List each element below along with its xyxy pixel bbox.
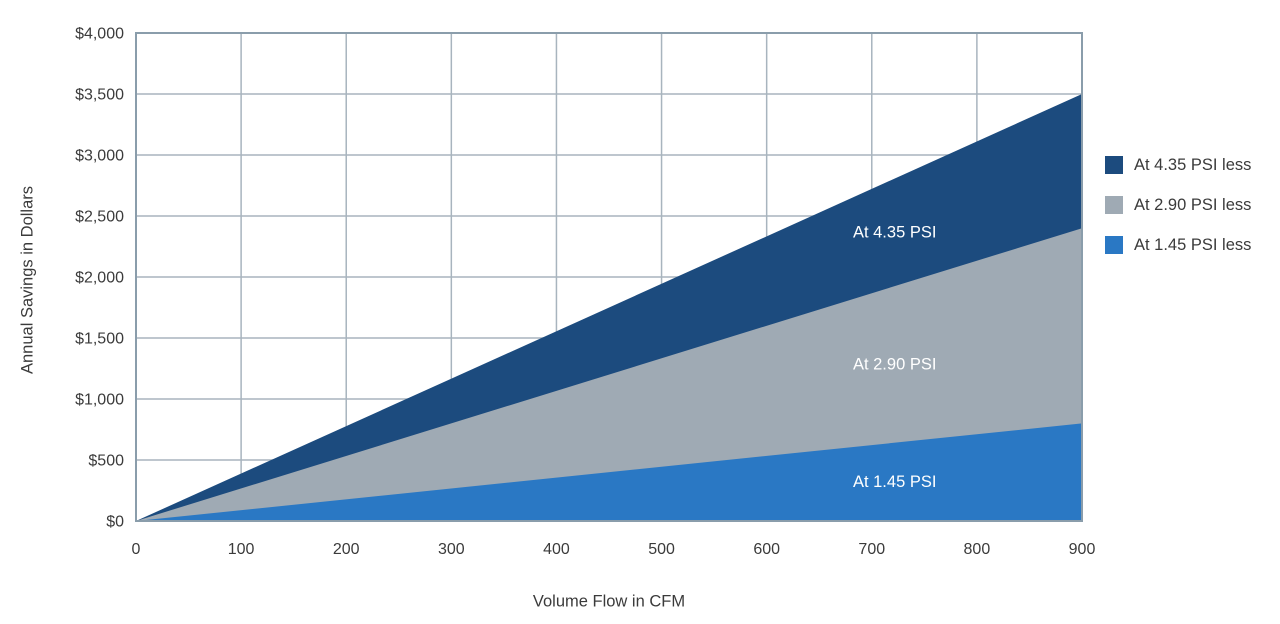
legend-swatch-icon (1105, 156, 1123, 174)
y-tick-label: $4,000 (75, 26, 124, 43)
x-tick-label: 600 (753, 541, 780, 558)
x-tick-label: 700 (858, 541, 885, 558)
y-axis-title: Annual Savings in Dollars (18, 185, 37, 375)
x-axis-title: Volume Flow in CFM (532, 592, 686, 611)
y-tick-label: $3,000 (75, 148, 124, 165)
area-series-at-1-45-psi (136, 423, 1082, 521)
y-tick-label: $0 (106, 514, 124, 531)
x-tick-label: 400 (543, 541, 570, 558)
y-tick-label: $1,500 (75, 331, 124, 348)
legend-item: At 2.90 PSI less (1105, 196, 1251, 214)
x-tick-label: 100 (228, 541, 255, 558)
legend-label: At 4.35 PSI less (1134, 155, 1252, 174)
area-label: At 4.35 PSI (853, 223, 936, 241)
y-tick-label: $1,000 (75, 392, 124, 409)
x-tick-label: 300 (438, 541, 465, 558)
y-tick-label: $2,000 (75, 270, 124, 287)
x-tick-label: 900 (1069, 541, 1096, 558)
legend: At 4.35 PSI less At 2.90 PSI less At 1.45 … (1105, 156, 1251, 276)
x-tick-label: 500 (648, 541, 675, 558)
y-tick-label: $2,500 (75, 209, 124, 226)
legend-label: At 1.45 PSI less (1134, 235, 1252, 254)
area-label: At 1.45 PSI (853, 473, 936, 491)
plot-border (135, 32, 1083, 522)
x-tick-label: 200 (333, 541, 360, 558)
legend-item: At 1.45 PSI less (1105, 236, 1251, 254)
legend-label: At 2.90 PSI less (1134, 195, 1252, 214)
legend-item: At 4.35 PSI less (1105, 156, 1251, 174)
x-tick-label: 0 (132, 541, 141, 558)
area-label: At 2.90 PSI (853, 355, 936, 373)
area-series-at-2-90-psi (136, 228, 1082, 521)
x-tick-label: 800 (964, 541, 991, 558)
legend-swatch-icon (1105, 196, 1123, 214)
legend-swatch-icon (1105, 236, 1123, 254)
y-tick-label: $500 (88, 453, 124, 470)
y-tick-label: $3,500 (75, 87, 124, 104)
